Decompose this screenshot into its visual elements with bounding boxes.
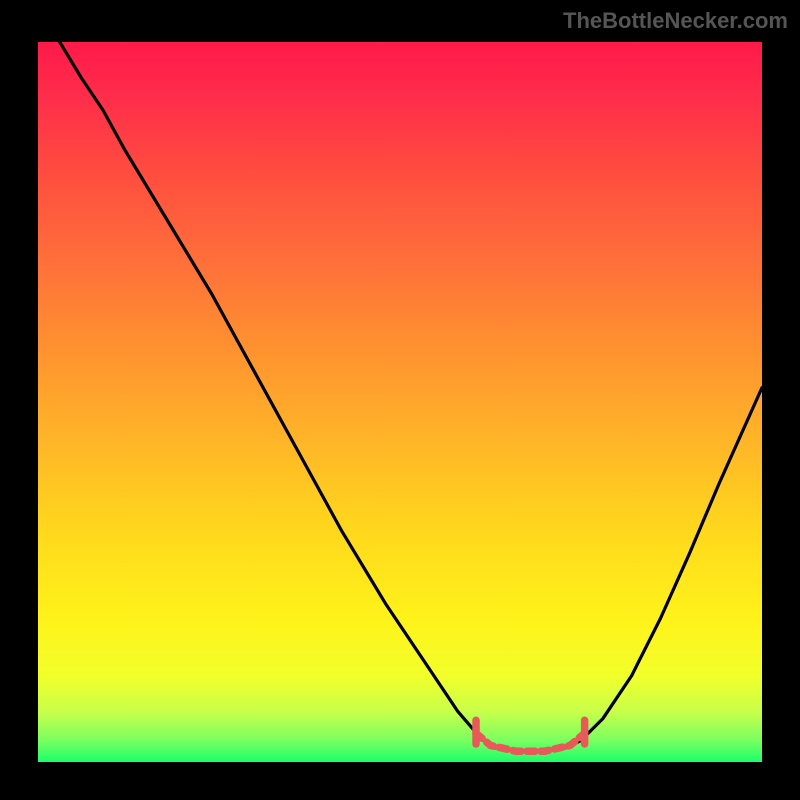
bottleneck-chart: TheBottleNecker.com [0,0,800,800]
plot-area [38,42,762,762]
bottleneck-curve [60,42,762,751]
curve-layer [38,42,762,762]
watermark-text: TheBottleNecker.com [563,8,788,34]
optimal-range-marker [476,733,585,751]
